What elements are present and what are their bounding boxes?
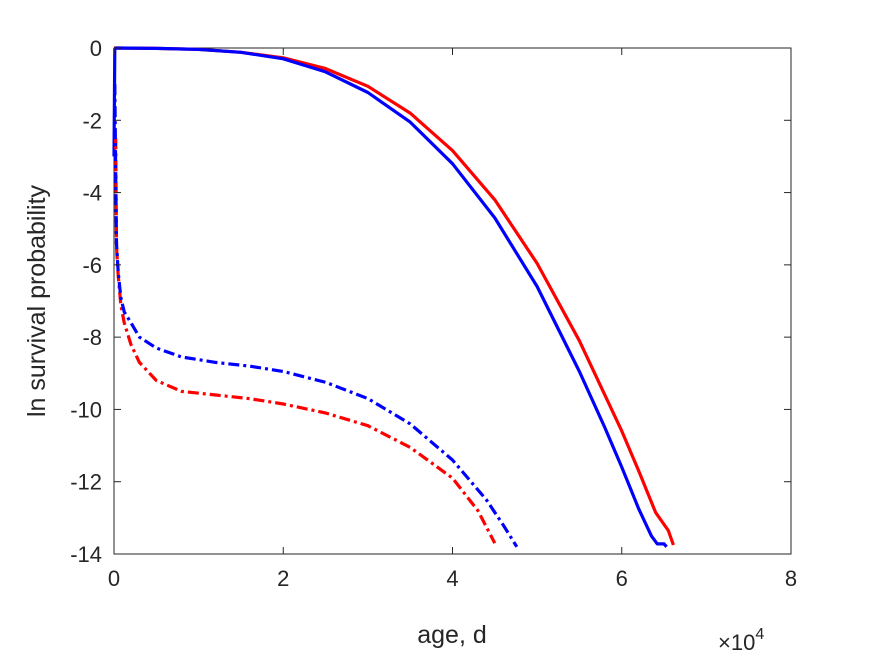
series-layer bbox=[112, 46, 675, 548]
y-tick-label: -2 bbox=[82, 108, 102, 133]
x-axis-ticks: 0 2 4 6 8 bbox=[108, 48, 797, 591]
y-axis-label: ln survival probability bbox=[23, 184, 51, 417]
plot-area-box bbox=[113, 47, 792, 555]
series-line-2 bbox=[112, 46, 668, 548]
y-tick-label: -8 bbox=[82, 325, 102, 350]
x-tick-label: 0 bbox=[108, 566, 120, 591]
y-tick-label: -12 bbox=[70, 470, 102, 495]
y-tick-label: -10 bbox=[70, 397, 102, 422]
y-tick-label: 0 bbox=[90, 36, 102, 61]
series-line-4 bbox=[113, 84, 519, 548]
x-tick-label: 4 bbox=[446, 566, 458, 591]
x-axis-label: age, d bbox=[417, 621, 487, 649]
x-tick-label: 8 bbox=[785, 566, 797, 591]
x-multiplier-base: ×10 bbox=[718, 630, 755, 655]
y-tick-label: -6 bbox=[82, 253, 102, 278]
x-multiplier-exponent: 4 bbox=[755, 626, 764, 643]
x-tick-label: 6 bbox=[616, 566, 628, 591]
y-tick-label: -14 bbox=[70, 542, 102, 567]
y-tick-label: -4 bbox=[82, 181, 102, 206]
x-tick-label: 2 bbox=[277, 566, 289, 591]
y-axis-ticks: 0 -2 -4 -6 -8 -10 -12 -14 bbox=[70, 36, 791, 567]
x-axis-multiplier: ×104 bbox=[718, 626, 764, 655]
